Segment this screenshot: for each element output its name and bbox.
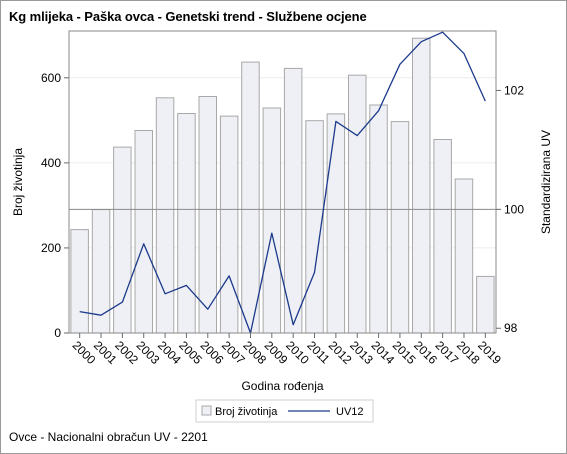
- bar-2005: [177, 113, 196, 334]
- plot-border: [68, 30, 497, 334]
- bar-2007: [219, 115, 239, 334]
- left-tick-label: 600: [41, 71, 61, 85]
- line-series: [79, 31, 486, 334]
- bar-2006: [198, 96, 217, 334]
- uv12-line: [79, 31, 486, 334]
- left-tick-label: 200: [41, 241, 61, 255]
- bar-2015: [390, 121, 410, 334]
- legend-swatch-bars: [201, 405, 212, 416]
- x-tick-label-2000: 2000: [70, 338, 99, 367]
- bar-2004: [155, 97, 175, 334]
- plot-area: [69, 31, 496, 333]
- chart-title: Kg mlijeka - Paška ovca - Genetski trend…: [9, 9, 367, 24]
- right-axis-title: Standardizirana UV: [539, 130, 553, 234]
- footnote: Ovce - Nacionalni obračun UV - 2201: [9, 430, 208, 444]
- bar-2003: [134, 130, 153, 334]
- x-tick-label-2011: 2011: [304, 338, 332, 366]
- plot-background: [69, 31, 496, 333]
- bar-2012: [326, 113, 346, 334]
- legend-box: [195, 399, 374, 423]
- bar-2019: [476, 275, 495, 334]
- bar-2016: [412, 37, 431, 334]
- bar-2014: [369, 104, 388, 334]
- left-tick-label: 400: [41, 156, 61, 170]
- left-tick-label: 0: [54, 326, 61, 340]
- right-tick-label: 102: [504, 83, 524, 97]
- legend: Broj životinja UV12: [195, 399, 374, 423]
- bar-2018: [454, 178, 474, 334]
- right-tick-label: 98: [504, 321, 518, 335]
- bar-series: [70, 37, 495, 334]
- x-axis-title: Godina rođenja: [241, 379, 323, 393]
- bar-2009: [262, 107, 282, 334]
- legend-label-line: UV12: [336, 406, 364, 418]
- bar-2017: [433, 139, 452, 334]
- legend-label-bars: Broj životinja: [215, 406, 278, 418]
- bar-2010: [283, 67, 303, 334]
- left-axis-title: Broj životinja: [11, 148, 25, 216]
- bar-2002: [113, 146, 132, 334]
- bar-2013: [348, 74, 367, 334]
- bar-2008: [241, 61, 260, 334]
- bar-2000: [70, 229, 89, 334]
- right-tick-label: 100: [504, 202, 524, 216]
